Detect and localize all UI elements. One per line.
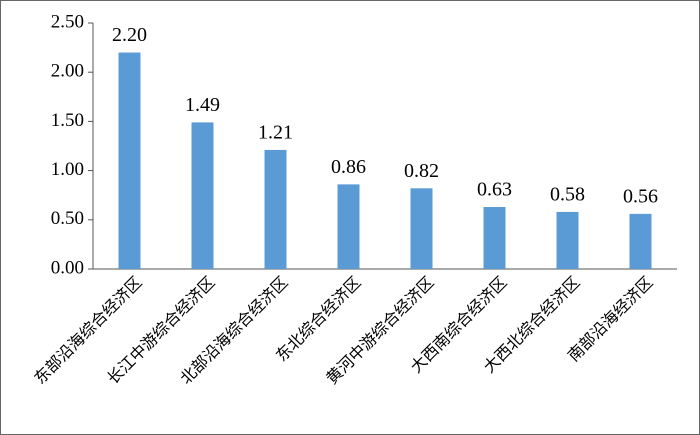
value-label: 2.20	[112, 24, 147, 46]
bar	[410, 188, 433, 269]
value-label: 0.86	[331, 156, 366, 178]
bar	[118, 52, 141, 269]
bar	[337, 184, 360, 269]
y-tick-label: 1.50	[51, 110, 84, 131]
y-tick-label: 2.50	[51, 11, 84, 32]
value-label: 1.21	[258, 122, 293, 144]
value-label: 0.63	[477, 179, 512, 201]
y-tick-label: 0.00	[51, 257, 84, 278]
bar	[629, 213, 652, 269]
bar	[264, 149, 287, 269]
value-label: 0.56	[623, 185, 658, 207]
value-label: 0.82	[404, 160, 439, 182]
y-tick-label: 2.00	[51, 61, 84, 82]
y-tick-label: 0.50	[51, 208, 84, 229]
y-tick-label: 1.00	[51, 159, 84, 180]
value-label: 1.49	[185, 94, 220, 116]
bar	[556, 211, 579, 269]
bar	[191, 122, 214, 269]
bar	[483, 207, 506, 269]
value-label: 0.58	[550, 184, 585, 206]
